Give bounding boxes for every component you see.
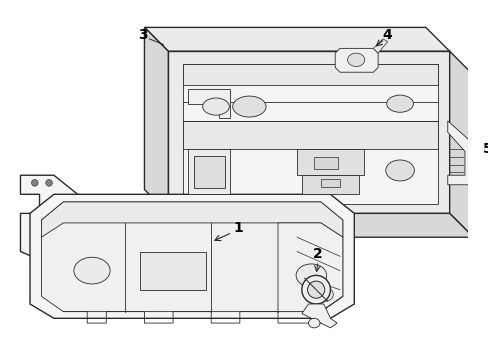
Polygon shape <box>335 48 377 72</box>
Polygon shape <box>144 27 168 213</box>
Polygon shape <box>277 223 342 312</box>
Ellipse shape <box>202 98 229 115</box>
Ellipse shape <box>46 180 52 186</box>
Polygon shape <box>373 39 387 53</box>
Ellipse shape <box>296 264 326 287</box>
Polygon shape <box>188 149 230 194</box>
Ellipse shape <box>301 275 330 304</box>
Polygon shape <box>182 64 437 204</box>
Polygon shape <box>301 175 358 194</box>
Polygon shape <box>168 213 472 237</box>
Text: 2: 2 <box>312 247 322 261</box>
Polygon shape <box>30 194 354 318</box>
Ellipse shape <box>31 180 38 186</box>
Polygon shape <box>144 27 449 51</box>
Polygon shape <box>188 89 230 118</box>
Polygon shape <box>20 175 78 266</box>
Text: 5: 5 <box>482 143 488 157</box>
Polygon shape <box>296 149 363 175</box>
Polygon shape <box>182 121 437 149</box>
Polygon shape <box>41 202 342 237</box>
Polygon shape <box>182 64 437 85</box>
Polygon shape <box>447 121 473 185</box>
Polygon shape <box>301 304 336 328</box>
Polygon shape <box>320 179 339 187</box>
Ellipse shape <box>386 95 412 112</box>
Ellipse shape <box>317 288 333 301</box>
Ellipse shape <box>307 281 324 298</box>
Ellipse shape <box>232 96 265 117</box>
Text: 4: 4 <box>382 28 392 42</box>
Ellipse shape <box>308 318 319 328</box>
Polygon shape <box>140 252 206 290</box>
Ellipse shape <box>347 53 364 67</box>
Polygon shape <box>168 51 449 213</box>
Text: 3: 3 <box>138 28 147 42</box>
Polygon shape <box>449 51 472 237</box>
Ellipse shape <box>74 257 110 284</box>
Text: 1: 1 <box>233 221 243 235</box>
Polygon shape <box>41 202 342 312</box>
Ellipse shape <box>385 160 413 181</box>
Polygon shape <box>194 156 224 188</box>
Polygon shape <box>313 157 337 168</box>
